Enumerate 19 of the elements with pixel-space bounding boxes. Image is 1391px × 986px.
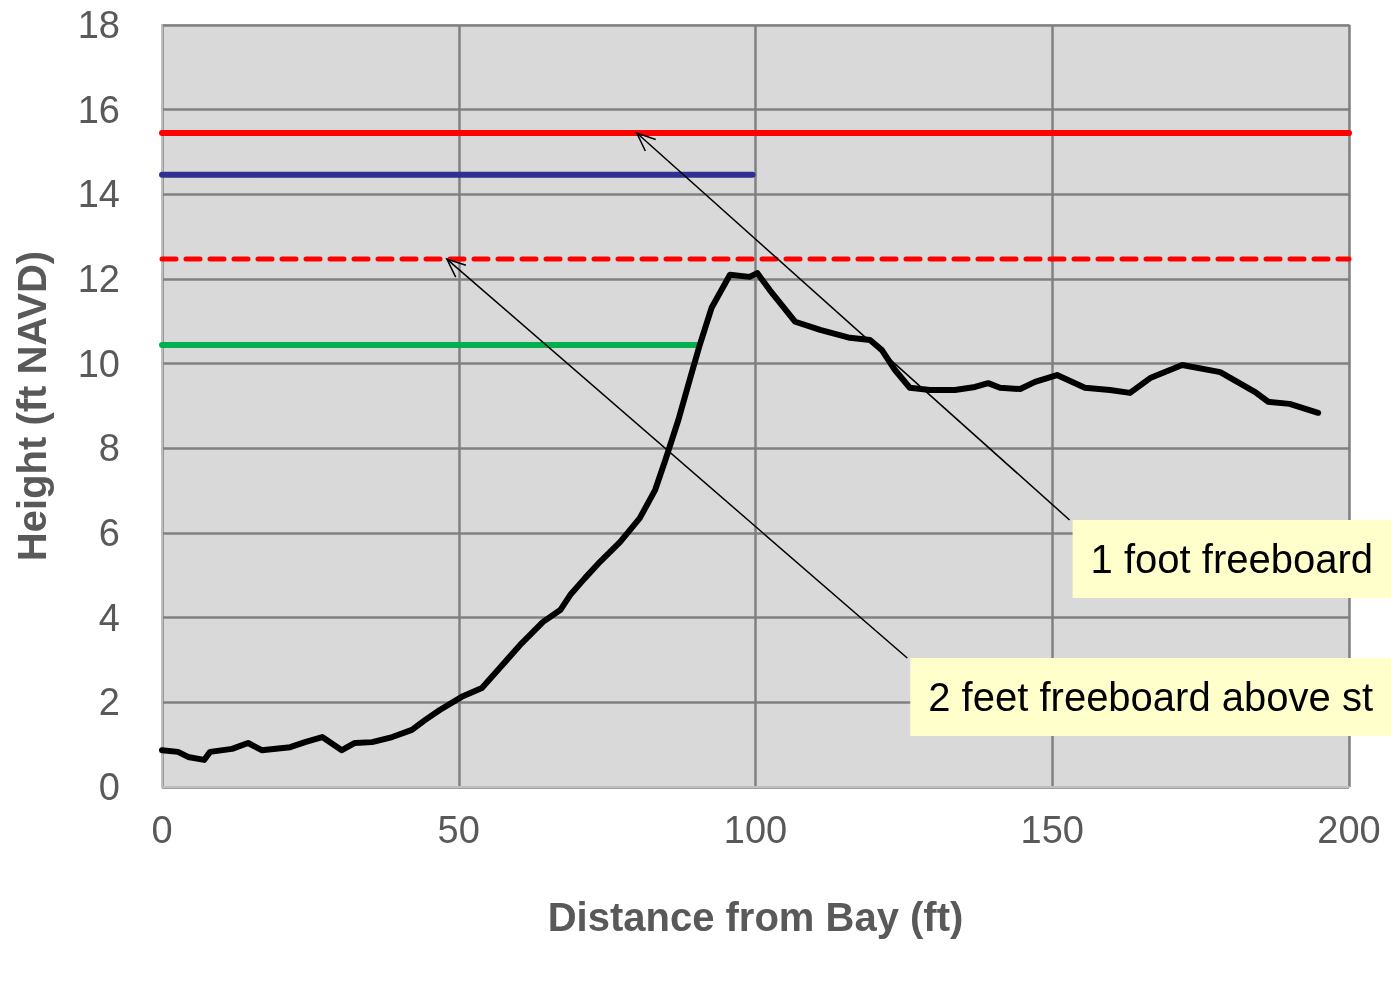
y-tick-label: 12: [77, 258, 120, 300]
y-tick-label: 4: [98, 596, 120, 639]
y-tick-label: 8: [98, 427, 120, 470]
y-tick-label: 18: [77, 4, 120, 46]
x-tick-label: 0: [151, 809, 173, 851]
y-tick-label: 14: [77, 173, 120, 216]
x-tick-label: 200: [1317, 809, 1381, 851]
x-axis-title: Distance from Bay (ft): [547, 895, 964, 939]
y-tick-label: 10: [77, 342, 120, 385]
x-tick-label: 100: [723, 809, 788, 851]
annotation: 2 feet freeboard above st: [928, 675, 1373, 719]
y-tick-label: 2: [98, 681, 120, 724]
y-axis-title: Height (ft NAVD): [10, 250, 54, 562]
x-tick-label: 150: [1020, 809, 1084, 851]
y-tick-label: 6: [98, 512, 120, 554]
x-tick-label: 50: [437, 809, 480, 851]
y-tick-label: 16: [77, 88, 120, 131]
annotation: 1 foot freeboard: [1090, 537, 1373, 581]
y-tick-label: 0: [98, 766, 120, 808]
